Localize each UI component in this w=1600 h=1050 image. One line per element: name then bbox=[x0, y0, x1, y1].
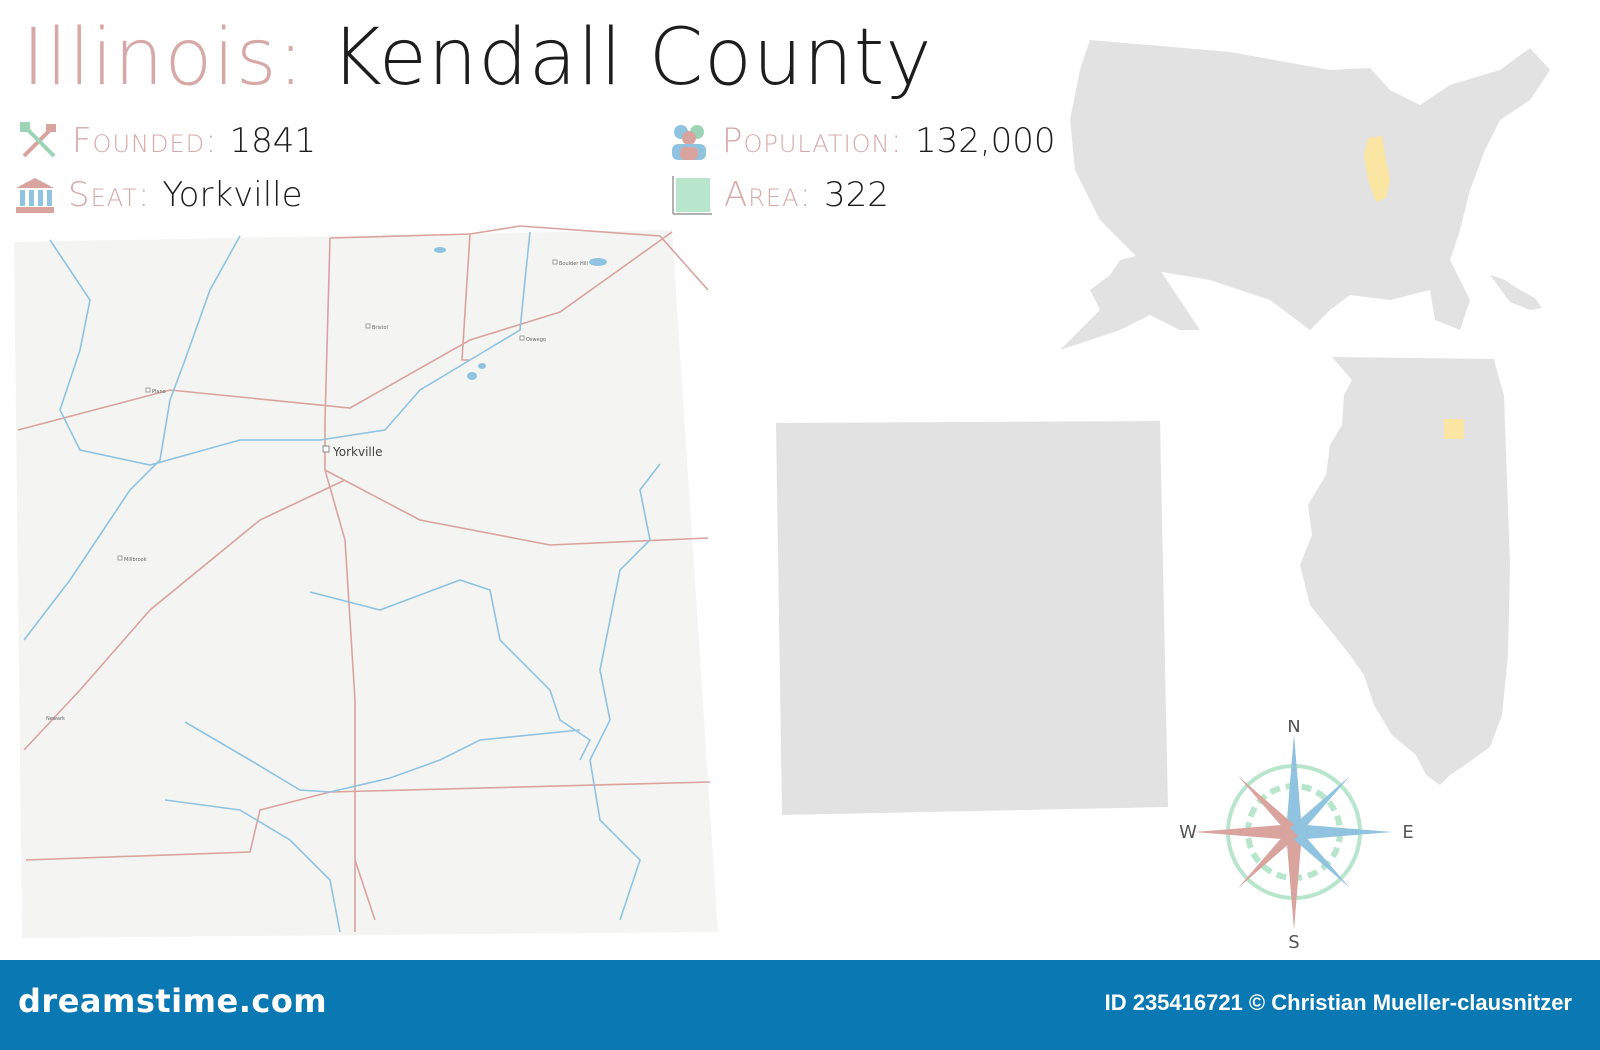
population-fact: Population: 132,000 bbox=[668, 116, 1056, 166]
area-value: 322 bbox=[823, 175, 889, 215]
area-fact: Area: 322 bbox=[670, 170, 889, 220]
lakes bbox=[434, 247, 607, 380]
compass-west: W bbox=[1180, 822, 1197, 843]
founded-value: 1841 bbox=[229, 121, 317, 161]
usa-locator-map bbox=[1060, 40, 1550, 350]
town-yorkville: Yorkville bbox=[332, 445, 382, 459]
founded-fact: Founded: 1841 bbox=[18, 116, 316, 166]
population-value: 132,000 bbox=[914, 121, 1056, 161]
area-label: Area: bbox=[724, 175, 812, 215]
seat-value: Yorkville bbox=[162, 175, 303, 215]
town-millbrook: Millbrook bbox=[124, 557, 147, 563]
hawaii-islands bbox=[1490, 275, 1542, 310]
county-land bbox=[14, 230, 718, 938]
roads bbox=[17, 225, 711, 932]
shovel-axe-icon bbox=[20, 122, 56, 158]
county-silhouette bbox=[776, 421, 1168, 815]
compass-east: E bbox=[1402, 822, 1413, 843]
illinois-locator-map bbox=[1300, 357, 1510, 785]
town-plano: Plano bbox=[152, 389, 166, 395]
compass-south: S bbox=[1288, 932, 1299, 950]
state-name: Illinois: bbox=[22, 13, 305, 103]
seat-fact: Seat: Yorkville bbox=[14, 170, 303, 220]
usa-mainland bbox=[1070, 40, 1550, 330]
courthouse-icon bbox=[16, 178, 54, 213]
footer-credit: ID 235416721 © Christian Mueller-clausni… bbox=[1104, 990, 1572, 1015]
people-icon bbox=[672, 125, 706, 160]
founded-label: Founded: bbox=[72, 121, 218, 161]
footer-bar: dreamstime.com ID 235416721 © Christian … bbox=[0, 960, 1600, 1050]
compass-north: N bbox=[1287, 720, 1300, 737]
town-newark: Newark bbox=[46, 716, 65, 722]
map-title: Illinois: Kendall County bbox=[22, 8, 933, 108]
rivers bbox=[23, 231, 661, 933]
compass-rose: N E S W bbox=[1180, 720, 1414, 950]
illinois-highlight bbox=[1364, 136, 1390, 202]
town-boulder-hill: Boulder Hill bbox=[559, 261, 588, 267]
seat-label: Seat: bbox=[68, 175, 151, 215]
town-oswego: Oswego bbox=[526, 337, 546, 343]
county-detail-map: Yorkville Boulder Hill Oswego Bristol Pl… bbox=[14, 225, 718, 938]
towns: Yorkville Boulder Hill Oswego Bristol Pl… bbox=[46, 259, 588, 722]
county-name: Kendall County bbox=[330, 13, 933, 103]
population-label: Population: bbox=[722, 121, 903, 161]
kendall-highlight bbox=[1444, 419, 1464, 439]
town-bristol: Bristol bbox=[372, 325, 388, 331]
alaska bbox=[1060, 255, 1200, 350]
footer-brand[interactable]: dreamstime.com bbox=[18, 982, 328, 1020]
area-square-icon bbox=[672, 176, 712, 215]
